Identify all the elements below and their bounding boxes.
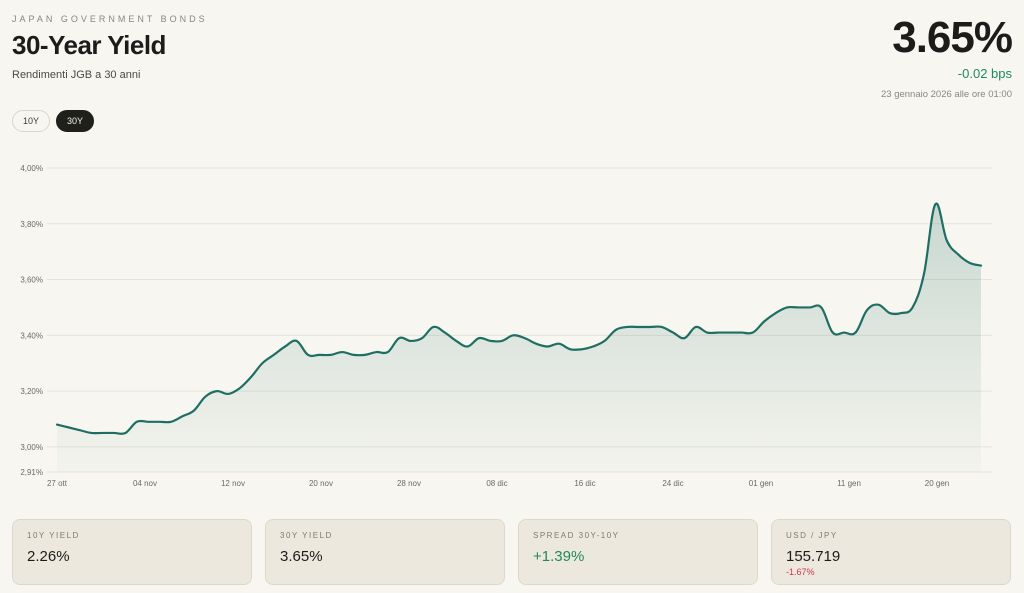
tab-30y[interactable]: 30Y xyxy=(56,110,95,132)
y-tick-label: 3,20% xyxy=(20,387,43,396)
x-tick-label: 08 dic xyxy=(486,479,507,488)
card-10y-yield[interactable]: 10Y YIELD 2.26% xyxy=(12,519,252,585)
x-axis: 27 ott 04 nov 12 nov 20 nov 28 nov 08 dic 16 d… xyxy=(47,479,949,488)
x-tick-label: 01 gen xyxy=(749,479,773,488)
yield-line xyxy=(55,202,983,435)
yield-change: -0.02 bps xyxy=(957,66,1012,81)
card-label: USD / JPY xyxy=(786,531,838,540)
x-tick-label: 20 gen xyxy=(925,479,949,488)
x-tick-label: 20 nov xyxy=(309,479,333,488)
quote-box: 3.65% -0.02 bps 23 gennaio 2026 alle ore… xyxy=(880,12,1013,100)
card-30y-yield[interactable]: 30Y YIELD 3.65% xyxy=(265,519,505,585)
y-tick-label: 2,91% xyxy=(20,468,43,477)
x-tick-label: 16 dic xyxy=(574,479,595,488)
card-spread[interactable]: SPREAD 30Y-10Y +1.39% xyxy=(518,519,758,585)
y-axis: 4,00% 3,80% 3,60% 3,40% 3,20% 3,00% 2,91% xyxy=(20,164,43,477)
timestamp: 23 gennaio 2026 alle ore 01:00 xyxy=(880,89,1012,100)
card-value: 3.65% xyxy=(280,548,323,565)
yield-area xyxy=(57,203,981,472)
maturity-tabs: 10Y 30Y xyxy=(12,110,95,132)
tab-10y[interactable]: 10Y xyxy=(12,110,51,132)
y-tick-label: 3,00% xyxy=(20,443,43,452)
y-tick-label: 4,00% xyxy=(20,164,43,173)
eyebrow-label: JAPAN GOVERNMENT BONDS xyxy=(12,14,208,24)
card-value: +1.39% xyxy=(533,548,585,565)
card-usd-jpy[interactable]: USD / JPY 155.719 -1.67% xyxy=(771,519,1011,585)
x-tick-label: 12 nov xyxy=(221,479,245,488)
current-yield: 3.65% xyxy=(892,13,1013,62)
card-value: 2.26% xyxy=(27,548,70,565)
yield-chart[interactable]: 4,00% 3,80% 3,60% 3,40% 3,20% 3,00% 2,91% 27 o… xyxy=(0,150,1024,495)
x-tick-label: 24 dic xyxy=(662,479,683,488)
header: JAPAN GOVERNMENT BONDS 30-Year Yield Ren… xyxy=(12,14,208,81)
card-label: 30Y YIELD xyxy=(280,531,333,540)
x-tick-label: 27 ott xyxy=(47,479,68,488)
card-value: 155.719 xyxy=(786,548,841,565)
x-tick-label: 28 nov xyxy=(397,479,421,488)
x-tick-label: 11 gen xyxy=(837,479,861,488)
card-label: 10Y YIELD xyxy=(27,531,80,540)
y-tick-label: 3,60% xyxy=(20,276,43,285)
card-change: -1.67% xyxy=(786,567,815,577)
page-title: 30-Year Yield xyxy=(12,30,166,60)
stat-cards: 10Y YIELD 2.26% 30Y YIELD 3.65% SPREAD 3… xyxy=(12,519,1011,585)
page-subtitle: Rendimenti JGB a 30 anni xyxy=(12,69,141,81)
x-tick-label: 04 nov xyxy=(133,479,157,488)
y-tick-label: 3,80% xyxy=(20,220,43,229)
y-tick-label: 3,40% xyxy=(20,331,43,340)
card-label: SPREAD 30Y-10Y xyxy=(533,531,620,540)
